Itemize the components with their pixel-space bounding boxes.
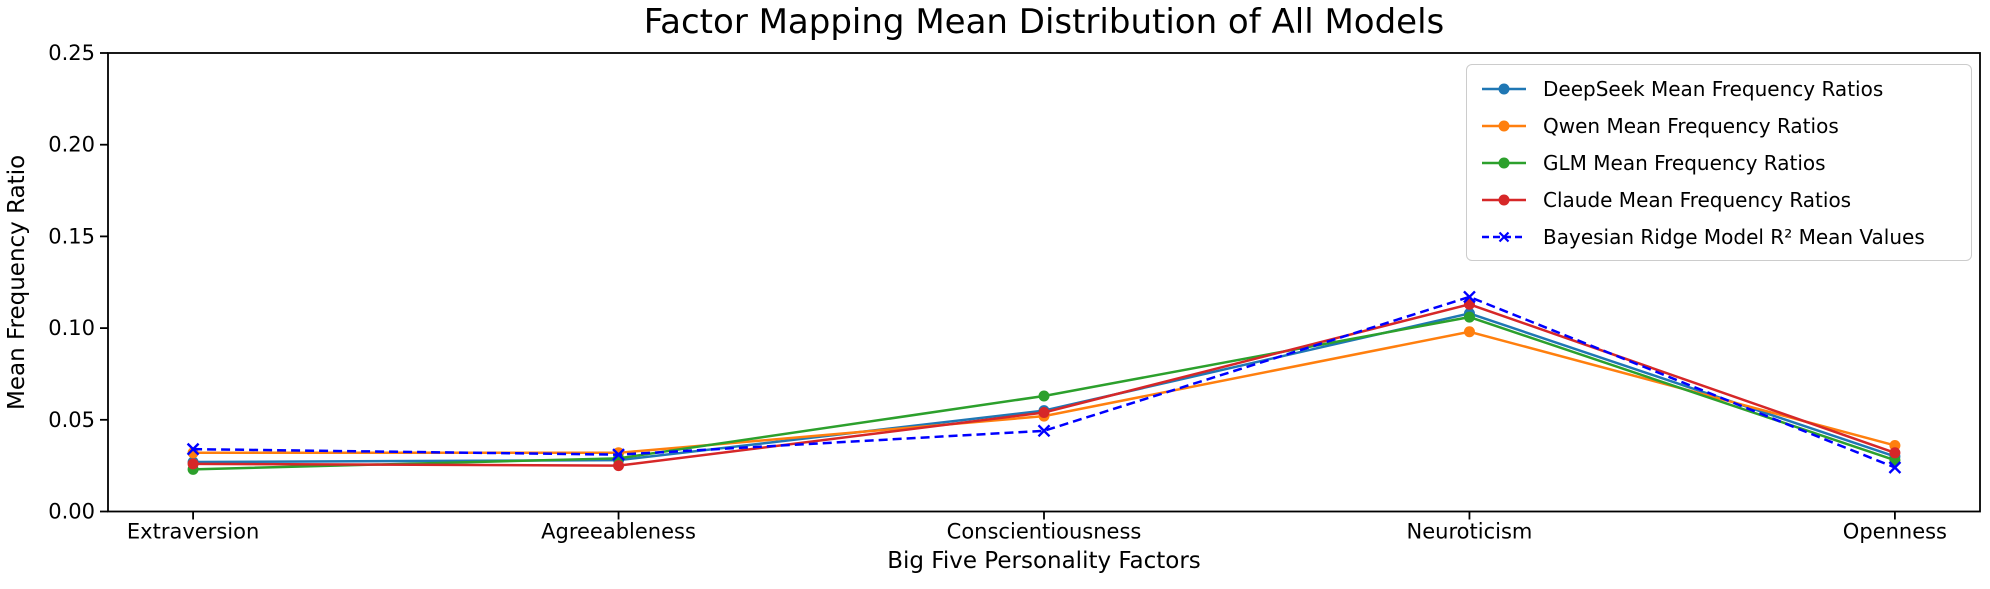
x-tick-label: Agreeableness bbox=[541, 520, 696, 544]
y-axis-label: Mean Frequency Ratio bbox=[4, 154, 30, 411]
y-tick-label: 0.20 bbox=[48, 133, 95, 157]
data-point bbox=[1889, 447, 1901, 459]
x-tick-label: Conscientiousness bbox=[947, 520, 1142, 544]
data-point bbox=[1463, 298, 1475, 310]
data-point bbox=[613, 460, 625, 472]
legend-line-sample bbox=[1482, 194, 1526, 205]
series-line-0 bbox=[193, 312, 1896, 464]
data-point bbox=[1038, 390, 1050, 402]
data-point bbox=[186, 442, 200, 456]
legend-line-sample bbox=[1482, 83, 1526, 94]
y-tick-label: 0.10 bbox=[48, 316, 95, 340]
legend-item: Claude Mean Frequency Ratios bbox=[1475, 181, 1963, 218]
series-line-3 bbox=[193, 302, 1896, 467]
chart-title: Factor Mapping Mean Distribution of All … bbox=[643, 2, 1445, 42]
legend-label: Claude Mean Frequency Ratios bbox=[1543, 187, 1852, 212]
legend-label: GLM Mean Frequency Ratios bbox=[1543, 150, 1826, 175]
x-axis-label: Big Five Personality Factors bbox=[887, 548, 1201, 574]
x-tick-label: Neuroticism bbox=[1407, 520, 1533, 544]
y-tick-label: 0.00 bbox=[48, 500, 95, 524]
x-tick-label: Openness bbox=[1843, 520, 1947, 544]
legend-item: Bayesian Ridge Model R² Mean Values bbox=[1475, 218, 1963, 255]
legend-label: Qwen Mean Frequency Ratios bbox=[1543, 113, 1839, 138]
data-point bbox=[612, 448, 625, 461]
legend-item: DeepSeek Mean Frequency Ratios bbox=[1475, 70, 1963, 107]
series-line-4 bbox=[193, 295, 1896, 469]
x-tick-label: Extraversion bbox=[127, 520, 259, 544]
legend: DeepSeek Mean Frequency Ratios Qwen Mean… bbox=[1466, 64, 1972, 261]
legend-line-sample bbox=[1482, 120, 1526, 131]
data-point bbox=[1038, 406, 1050, 418]
y-tick-label: 0.15 bbox=[48, 224, 95, 248]
data-point bbox=[1463, 311, 1475, 323]
data-point bbox=[187, 458, 199, 470]
legend-label: Bayesian Ridge Model R² Mean Values bbox=[1543, 224, 1925, 249]
legend-item: GLM Mean Frequency Ratios bbox=[1475, 144, 1963, 181]
y-tick-label: 0.05 bbox=[48, 408, 95, 432]
data-point bbox=[1463, 290, 1476, 304]
legend-line-sample bbox=[1482, 157, 1526, 168]
legend-label: DeepSeek Mean Frequency Ratios bbox=[1543, 76, 1884, 101]
data-point bbox=[1888, 461, 1902, 474]
y-tick-label: 0.25 bbox=[48, 41, 95, 65]
legend-line-sample bbox=[1482, 231, 1526, 242]
data-point bbox=[1037, 424, 1051, 438]
data-point bbox=[1463, 326, 1475, 338]
legend-item: Qwen Mean Frequency Ratios bbox=[1475, 107, 1963, 144]
